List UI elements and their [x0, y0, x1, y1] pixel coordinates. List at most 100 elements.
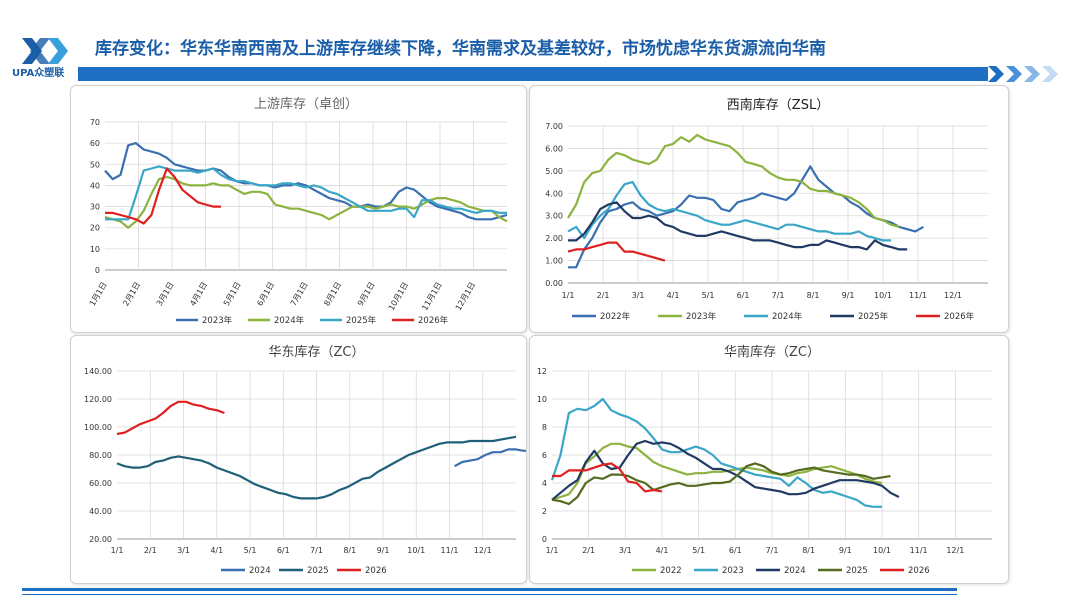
- y-tick-label: 40: [90, 181, 100, 190]
- x-tick-label: 5/1: [692, 546, 705, 555]
- page-title: 库存变化：华东华南西南及上游库存继续下降，华南需求及基差较好，市场忧虑华东货源流…: [95, 39, 826, 59]
- series-line-2024: [454, 448, 670, 468]
- x-tick-label: 11/1: [910, 546, 928, 555]
- y-tick-label: 60: [90, 139, 100, 148]
- series-line-2022: [551, 442, 883, 501]
- x-tick-label: 4/1: [656, 546, 669, 555]
- series-line-2023: [550, 397, 882, 508]
- series-line-2022年: [568, 165, 924, 269]
- chart-south-china-inventory: 华南库存（ZC） 0 2 4 6 8 10 12 1/1 2/1 3/1 4/1 5/1 6/1 7/1 8/…: [537, 344, 992, 576]
- legend-entry: 2022年: [600, 311, 631, 322]
- x-tick-label: 4/1: [210, 546, 223, 555]
- x-tick-label: 9/1: [842, 291, 855, 300]
- series-line-2024年: [567, 181, 892, 242]
- y-tick-label: 70: [90, 118, 100, 127]
- y-tick-label: 8: [542, 423, 547, 432]
- x-tick-label: 8/1: [343, 546, 356, 555]
- x-tick-label: 2/1: [597, 291, 610, 300]
- x-tick-label: 9月1日: [356, 281, 377, 308]
- x-tick-label: 10/1: [407, 546, 425, 555]
- y-tick-label: 20.00: [89, 535, 112, 544]
- x-tick-label: 10/1: [874, 291, 892, 300]
- x-tick-label: 2/1: [144, 546, 157, 555]
- legend-entry: 2025: [846, 566, 868, 576]
- series-line-2025: [116, 435, 517, 500]
- y-tick-label: 30: [90, 203, 100, 212]
- y-tick-label: 20: [90, 224, 100, 233]
- company-logo: [10, 36, 76, 82]
- y-tick-label: 0: [95, 266, 100, 275]
- y-tick-label: 120.00: [84, 395, 112, 404]
- x-tick-label: 12/1: [474, 546, 492, 555]
- x-tick-label: 6月1日: [255, 281, 276, 308]
- x-tick-label: 8/1: [802, 546, 815, 555]
- series-line-2025: [551, 462, 891, 506]
- header-bar: [78, 67, 988, 81]
- x-tick-label: 11/1: [909, 291, 927, 300]
- x-tick-label: 12月1日: [454, 281, 477, 313]
- legend-entry: 2023年: [686, 311, 717, 322]
- x-tick-label: 9/1: [839, 546, 852, 555]
- chart-upstream-inventory: 上游库存（卓创） 0 10 20 30 40 50 60 70 1月1日 2月1日 3月1日 4月1日 5…: [88, 96, 508, 326]
- chart-title: 华东库存（ZC）: [269, 344, 365, 360]
- legend-entry: 2026年: [944, 311, 975, 322]
- series-line-2024年: [104, 175, 508, 229]
- legend-entry: 2024: [249, 566, 271, 576]
- chart-title: 华南库存（ZC）: [724, 344, 820, 360]
- legend-entry: 2024: [784, 566, 806, 576]
- x-tick-label: 1/1: [111, 546, 124, 555]
- y-tick-label: 80.00: [89, 451, 112, 460]
- series-line-2025年: [568, 201, 908, 251]
- y-tick-label: 5.00: [545, 167, 563, 176]
- y-tick-label: 4.00: [545, 189, 563, 198]
- chart-panel-south: 华南库存（ZC） 0 2 4 6 8 10 12 1/1 2/1 3/1 4/1 5/1 6/1 7/1 8/…: [529, 335, 1009, 584]
- x-tick-label: 4月1日: [188, 281, 209, 308]
- x-tick-label: 8/1: [807, 291, 820, 300]
- x-tick-label: 3/1: [619, 546, 632, 555]
- x-tick-label: 6/1: [277, 546, 290, 555]
- y-tick-label: 0.00: [545, 279, 563, 288]
- chart-title: 西南库存（ZSL）: [727, 97, 829, 113]
- x-tick-label: 6/1: [737, 291, 750, 300]
- legend-entry: 2026: [365, 566, 387, 576]
- chart-east-china-inventory: 华东库存（ZC） 20.00 40.00 60.00 80.00 100.00 120.00…: [84, 344, 670, 576]
- x-tick-label: 7月1日: [289, 281, 310, 308]
- legend-entry: 2023年: [202, 315, 233, 326]
- x-tick-label: 4/1: [667, 291, 680, 300]
- series-line-2023年: [567, 133, 900, 228]
- y-tick-label: 12: [537, 367, 547, 376]
- y-tick-label: 100.00: [84, 423, 112, 432]
- footer-line: [22, 588, 957, 591]
- legend-entry: 2025年: [858, 311, 889, 322]
- series-line-2026年: [567, 241, 666, 262]
- x-tick-label: 12/1: [946, 546, 964, 555]
- x-tick-label: 10月1日: [387, 281, 410, 313]
- y-tick-label: 6.00: [545, 144, 563, 153]
- legend-entry: 2026: [908, 566, 930, 576]
- x-tick-label: 1/1: [546, 546, 559, 555]
- y-tick-label: 40.00: [89, 507, 112, 516]
- x-tick-label: 7/1: [772, 291, 785, 300]
- y-tick-label: 3.00: [545, 212, 563, 221]
- x-tick-label: 11月1日: [420, 281, 443, 313]
- chart-panel-upstream: 上游库存（卓创） 0 10 20 30 40 50 60 70 1月1日 2月1日 3月1日 4月1日 5…: [70, 85, 527, 333]
- legend-entry: 2025年: [346, 315, 377, 326]
- legend-entry: 2025: [307, 566, 329, 576]
- legend-entry: 2023: [722, 566, 744, 576]
- x-tick-label: 6/1: [729, 546, 742, 555]
- y-tick-label: 10: [537, 395, 547, 404]
- chart-panel-east: 华东库存（ZC） 20.00 40.00 60.00 80.00 100.00 120.00…: [70, 335, 670, 584]
- x-tick-label: 7/1: [310, 546, 323, 555]
- series-line-2024: [551, 439, 900, 501]
- x-tick-label: 8月1日: [322, 281, 343, 308]
- y-tick-label: 4: [542, 479, 547, 488]
- x-tick-label: 7/1: [766, 546, 779, 555]
- y-tick-label: 2.00: [545, 234, 563, 243]
- logo-text: UPA众塑联: [12, 68, 65, 79]
- series-line-2026: [116, 400, 225, 436]
- legend-entry: 2026年: [418, 315, 449, 326]
- y-tick-label: 0: [542, 535, 547, 544]
- x-tick-label: 1月1日: [88, 281, 109, 308]
- chart-title: 上游库存（卓创）: [254, 96, 358, 112]
- x-tick-label: 11/1: [441, 546, 459, 555]
